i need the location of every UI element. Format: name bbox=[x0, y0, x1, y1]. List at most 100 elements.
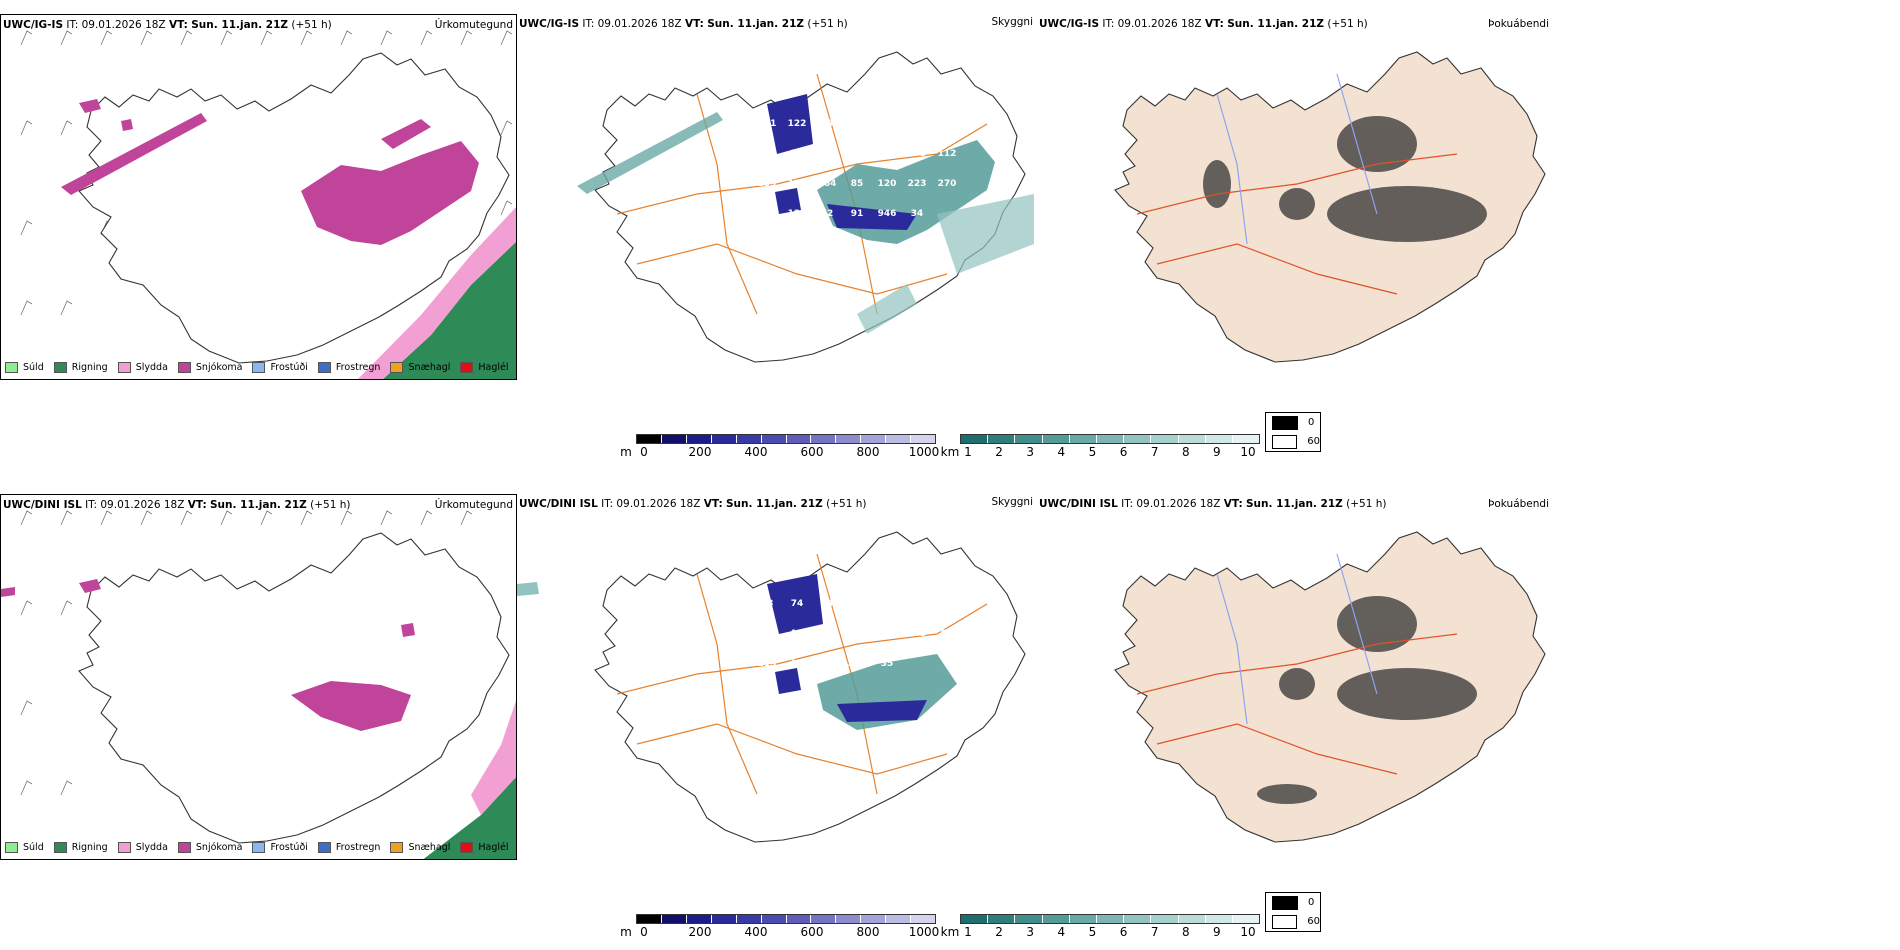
colorbar-segment bbox=[1096, 915, 1125, 923]
valid-time: Sun. 11.jan. 21Z bbox=[707, 18, 805, 30]
fog-legend-swatch bbox=[1272, 415, 1298, 430]
value-label: 181 bbox=[847, 149, 867, 159]
colorbar-unit: m bbox=[620, 925, 632, 939]
legend-label: Snæhagl bbox=[408, 842, 451, 853]
colorbar-segment bbox=[886, 435, 912, 443]
value-label: 421 bbox=[907, 599, 927, 609]
colorbar-segment bbox=[861, 915, 887, 923]
colorbar-tick: 200 bbox=[688, 925, 712, 939]
value-label: 97 bbox=[820, 629, 834, 639]
legend-label: Súld bbox=[23, 842, 44, 853]
it-label: IT: bbox=[1121, 498, 1134, 510]
fog-index-map-svg bbox=[1114, 531, 1546, 843]
legend-swatch bbox=[177, 362, 191, 373]
legend-swatch bbox=[5, 362, 18, 373]
colorbar-tick: 600 bbox=[800, 925, 824, 939]
legend-swatch bbox=[252, 842, 266, 853]
colorbar-segment bbox=[1096, 435, 1125, 443]
legend-label: Snjókoma bbox=[195, 842, 243, 853]
colorbar-tick: 1 bbox=[964, 925, 972, 939]
lead-time: (+51 h) bbox=[291, 19, 332, 31]
colorbar-tick: 6 bbox=[1119, 445, 1128, 459]
fog-legend-row: 0 bbox=[1266, 413, 1320, 432]
colorbar-segment bbox=[1205, 435, 1233, 443]
legend-swatch bbox=[460, 842, 474, 853]
colorbar-tick: 400 bbox=[744, 925, 768, 939]
legend-label: Frostregn bbox=[335, 842, 381, 853]
legend-label: Frostúði bbox=[270, 362, 308, 373]
legend-swatch bbox=[317, 362, 331, 373]
colorbar-tick: 10 bbox=[1240, 445, 1256, 459]
value-label: 120 bbox=[877, 179, 897, 189]
model-name: UWC/IG-IS bbox=[3, 19, 64, 31]
panel-header: UWC/DINI ISL IT: 09.01.2026 18Z VT: Sun.… bbox=[519, 498, 867, 510]
rain-area bbox=[357, 207, 516, 379]
rain-area bbox=[423, 700, 516, 859]
fog-legend-row: 60 bbox=[1266, 912, 1320, 931]
ceiling-colorbar: m 0 200 400 600 800 1000 bbox=[620, 434, 939, 459]
fog-index-map-dini: UWC/DINI ISL IT: 09.01.2026 18Z VT: Sun.… bbox=[1037, 494, 1557, 860]
legend-item: Súld bbox=[5, 842, 44, 853]
wind-barbs bbox=[20, 30, 513, 316]
value-label: 16 bbox=[790, 629, 804, 639]
legend-swatch bbox=[390, 362, 404, 373]
colorbar-segment bbox=[886, 915, 912, 923]
ceiling-colorbar-ticks: m 0 200 400 600 800 1000 bbox=[620, 924, 939, 939]
legend-label: Slydda bbox=[135, 842, 168, 853]
colorbar-segment bbox=[836, 915, 862, 923]
visibility-colorbar-ticks: km 1 2 3 4 5 6 7 8 9 10 bbox=[941, 924, 1260, 939]
legend-swatch bbox=[460, 362, 474, 373]
rivers-roads bbox=[1136, 553, 1458, 775]
precip-type-map-svg bbox=[1, 510, 516, 859]
valid-time: Sun. 11.jan. 21Z bbox=[210, 499, 307, 511]
lead-time: (+51 h) bbox=[1346, 498, 1387, 510]
colorbar-tick: 1 bbox=[964, 445, 972, 459]
colorbar-segment bbox=[1178, 435, 1206, 443]
value-label: 04 bbox=[820, 599, 834, 609]
value-label: 15 bbox=[790, 659, 804, 669]
vt-label: VT: bbox=[684, 18, 704, 30]
visibility-colorbar: km 1 2 3 4 5 6 7 8 9 10 bbox=[941, 434, 1260, 459]
colorbar-tick: 6 bbox=[1119, 925, 1128, 939]
value-label: 574 bbox=[847, 659, 867, 669]
visibility-colorbar: km 1 2 3 4 5 6 7 8 9 10 bbox=[941, 914, 1260, 939]
colorbar-tick: 0 bbox=[640, 445, 648, 459]
value-label: 86 bbox=[910, 119, 924, 129]
legend-item: Rigning bbox=[53, 842, 108, 853]
colorbar-tick: 5 bbox=[1088, 445, 1097, 459]
valid-time: Sun. 11.jan. 21Z bbox=[726, 498, 823, 510]
value-label: 273 bbox=[907, 149, 927, 159]
colorbar-tick: 4 bbox=[1057, 925, 1066, 939]
model-name: UWC/DINI ISL bbox=[519, 498, 598, 510]
legend-swatch bbox=[53, 362, 67, 373]
colorbar-unit: m bbox=[620, 445, 632, 459]
colorbar-segment bbox=[1151, 435, 1179, 443]
panel-title: Þokuábendi bbox=[1488, 18, 1549, 30]
colorbar-segment bbox=[1205, 915, 1233, 923]
visibility-map-dini: UWC/DINI ISL IT: 09.01.2026 18Z VT: Sun.… bbox=[517, 494, 1037, 860]
precip-type-map-dini: UWC/DINI ISL IT: 09.01.2026 18Z VT: Sun.… bbox=[0, 494, 517, 860]
colorbar-tick: 400 bbox=[744, 445, 768, 459]
colorbar-unit: km bbox=[940, 445, 960, 459]
colorbar-tick: 3 bbox=[1026, 445, 1035, 459]
colorbar-segment bbox=[861, 435, 887, 443]
colorbar-segment bbox=[988, 435, 1016, 443]
colorbar-segment bbox=[761, 915, 787, 923]
model-name: UWC/DINI ISL bbox=[1039, 498, 1118, 510]
colorbar-tick: 600 bbox=[800, 445, 824, 459]
legend-label: Frostúði bbox=[270, 842, 308, 853]
legend-item: Haglél bbox=[460, 842, 509, 853]
colorbar-segment bbox=[1015, 915, 1043, 923]
fog-legend-label: 60 bbox=[1307, 436, 1320, 447]
visibility-colorbar-bar bbox=[960, 434, 1260, 444]
colorbar-segment bbox=[1232, 915, 1260, 923]
legend-item: Frostregn bbox=[317, 842, 381, 853]
value-label: 91 bbox=[850, 209, 864, 219]
value-label: 92 bbox=[820, 209, 834, 219]
colorbar-segment bbox=[1124, 915, 1152, 923]
panel-header: UWC/IG-IS IT: 09.01.2026 18Z VT: Sun. 11… bbox=[519, 18, 848, 30]
colorbar-tick: 7 bbox=[1150, 445, 1159, 459]
precip-legend: Súld Rigning Slydda Snjókoma Frostúði Frostre… bbox=[5, 362, 516, 373]
panel-title: Skyggni bbox=[991, 496, 1034, 508]
value-label: 264 bbox=[757, 209, 777, 219]
